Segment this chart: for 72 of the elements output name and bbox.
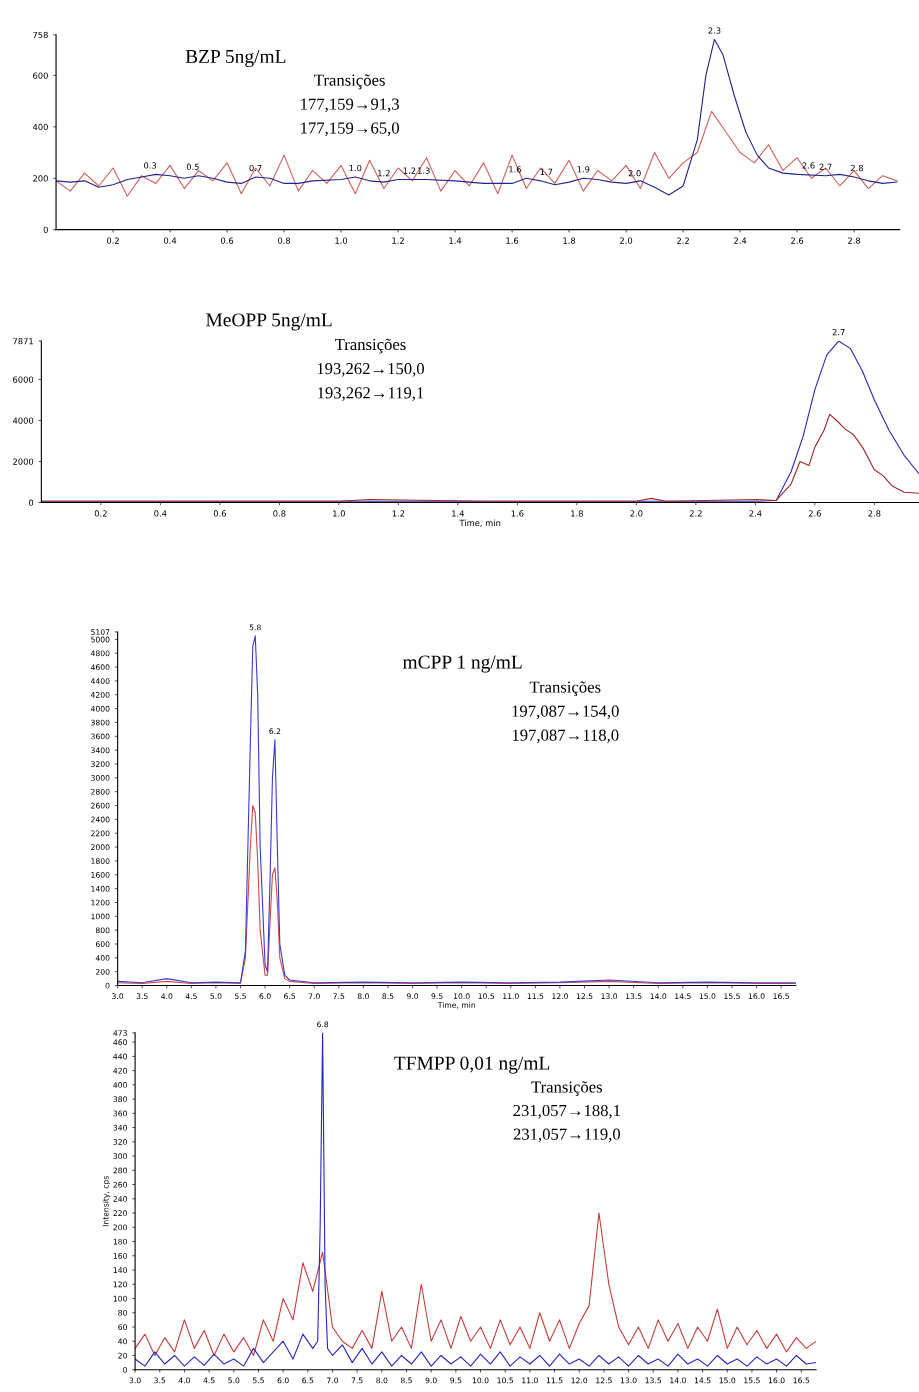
annotation: Transições xyxy=(531,1081,603,1096)
x-tick-label: 0.6 xyxy=(213,510,226,517)
y-tick-label: 400 xyxy=(32,123,48,131)
line-series xyxy=(56,110,898,197)
annotation: 197,087→118,0 xyxy=(512,729,619,744)
x-tick-label: 1.2 xyxy=(392,510,405,517)
x-tick-label: 2.0 xyxy=(620,237,633,244)
x-tick-label: 0.2 xyxy=(94,510,107,517)
annotation: 1.2 xyxy=(403,167,416,174)
x-tick-label: 1.0 xyxy=(333,510,345,517)
text: TFMPP 0,01 ng/mL xyxy=(394,1056,550,1074)
annotation: 2.7 xyxy=(832,328,845,336)
x-tick-label: 0.4 xyxy=(163,237,177,244)
y-tick-label: 758 xyxy=(33,31,48,39)
y-tick-label: 6000 xyxy=(13,376,34,383)
x-tick-label: 1.6 xyxy=(506,237,519,244)
y-tick-label: 0 xyxy=(28,499,34,506)
annotation: 2.7 xyxy=(819,163,832,170)
annotation: 197,087→154,0 xyxy=(512,705,619,720)
x-tick-label: 0.8 xyxy=(273,510,286,517)
x-tick-label: 1.4 xyxy=(449,237,462,244)
x-tick-label: 0.6 xyxy=(220,237,234,244)
x-tick-label: 0.4 xyxy=(154,510,167,517)
y-tick-label: 0 xyxy=(43,226,48,233)
annotation: 2.0 xyxy=(628,170,641,177)
y-tick-label: 7871 xyxy=(13,338,33,345)
x-tick-label: 1.8 xyxy=(563,237,576,244)
x-tick-label: 0.8 xyxy=(277,237,291,244)
annotation: 231,057→119,0 xyxy=(513,1128,621,1143)
x-tick-label: 0.2 xyxy=(106,237,119,244)
annotation: 177,159→91,3 xyxy=(301,98,399,113)
x-axis-title: Time, min xyxy=(459,519,501,527)
annotation: 2.6 xyxy=(802,162,815,169)
x-tick-label: 1.6 xyxy=(511,510,524,517)
annotation: 1.3 xyxy=(418,167,430,174)
annotation: 1.2 xyxy=(378,170,390,177)
annotation: 1.0 xyxy=(349,164,362,172)
line-series xyxy=(135,1212,817,1357)
annotation: 0.7 xyxy=(249,164,262,172)
annotation: 2.8 xyxy=(850,164,864,172)
x-tick-label: 2.4 xyxy=(749,510,762,517)
annotation: 231,057→188,1 xyxy=(513,1104,620,1119)
x-tick-label: 2.8 xyxy=(868,510,881,517)
x-tick-label: 2.8 xyxy=(848,237,861,244)
x-tick-label: 2.2 xyxy=(677,237,689,244)
annotation: Transições xyxy=(529,681,601,697)
x-tick-label: 1.4 xyxy=(452,510,465,517)
annotation: 1.6 xyxy=(509,166,522,173)
x-tick-label: 2.2 xyxy=(689,510,702,517)
x-tick-label: 1.8 xyxy=(571,510,583,517)
x-tick-label: 2.6 xyxy=(808,510,821,517)
y-tick-label: 600 xyxy=(33,72,48,79)
annotation: 1.7 xyxy=(540,168,553,175)
annotation: 1.9 xyxy=(577,166,590,173)
annotation: 0.3 xyxy=(144,162,157,169)
chart-title: MeOPP 5ng/mL xyxy=(206,313,332,331)
text: mCPP 1 ng/mL xyxy=(402,655,522,673)
text: BZP 5ng/mL xyxy=(185,49,286,67)
x-tick-label: 2.4 xyxy=(734,237,747,244)
annotation: 0.5 xyxy=(186,163,199,170)
y-tick-label: 200 xyxy=(33,175,48,182)
annotation: 2.3 xyxy=(708,27,721,34)
annotation: 177,159→65,0 xyxy=(301,122,400,137)
line-series xyxy=(135,1032,817,1367)
line-series xyxy=(56,38,898,196)
y-tick-label: 2000 xyxy=(13,458,34,465)
y-tick-label: 4000 xyxy=(12,417,34,424)
x-tick-label: 2.0 xyxy=(630,510,643,517)
x-tick-label: 2.6 xyxy=(791,237,804,244)
annotation: Transições xyxy=(314,74,385,90)
x-tick-label: 1.2 xyxy=(392,237,404,244)
x-tick-label: 1.0 xyxy=(335,237,348,244)
